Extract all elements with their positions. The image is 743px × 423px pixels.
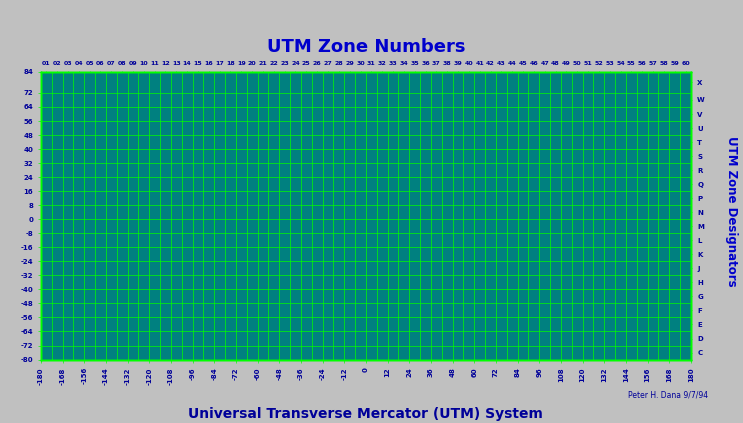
X-axis label: Universal Transverse Mercator (UTM) System: Universal Transverse Mercator (UTM) Syst… xyxy=(189,407,543,421)
Text: UTM Zone Designators: UTM Zone Designators xyxy=(725,136,739,287)
Title: UTM Zone Numbers: UTM Zone Numbers xyxy=(267,38,465,56)
Text: Peter H. Dana 9/7/94: Peter H. Dana 9/7/94 xyxy=(628,390,708,400)
